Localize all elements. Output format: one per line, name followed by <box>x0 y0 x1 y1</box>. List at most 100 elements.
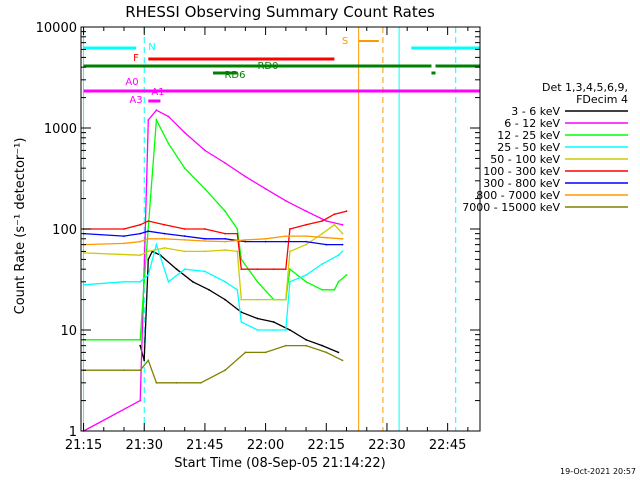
data-point <box>345 210 348 213</box>
data-point <box>284 235 287 238</box>
data-point <box>204 270 206 273</box>
annotation-a1: A1 <box>151 87 164 98</box>
legend-entry-label: 50 - 100 keV <box>490 153 560 166</box>
data-point <box>183 167 186 170</box>
data-point <box>123 369 125 372</box>
data-point <box>264 351 267 354</box>
data-point <box>183 228 186 230</box>
data-point <box>204 187 206 190</box>
y-tick-label: 1000 <box>44 122 77 137</box>
data-point <box>155 381 158 384</box>
data-point <box>143 280 146 283</box>
data-point <box>123 235 125 238</box>
data-point <box>224 369 227 372</box>
legend-entry-label: 25 - 50 keV <box>497 141 560 154</box>
data-point <box>236 288 239 291</box>
data-point <box>183 268 186 271</box>
series-line <box>83 230 343 246</box>
data-point <box>236 232 239 235</box>
data-point <box>82 252 85 254</box>
series-5 <box>82 223 344 301</box>
y-tick-label: 100 <box>52 223 77 238</box>
annotation-a3: A3 <box>129 95 142 106</box>
data-point <box>224 232 227 235</box>
data-point <box>139 280 142 283</box>
series-4 <box>82 242 344 331</box>
data-point <box>333 213 336 216</box>
data-point <box>147 274 150 276</box>
data-point <box>167 142 170 145</box>
data-point <box>224 298 227 301</box>
data-point <box>204 228 206 230</box>
data-point <box>244 175 247 178</box>
data-point <box>289 228 291 230</box>
series-line <box>83 344 343 384</box>
data-point <box>240 268 243 271</box>
x-tick-label: 22:15 <box>308 438 345 453</box>
annotation-f: F <box>133 53 139 64</box>
y-tick-label: 10 <box>60 324 77 339</box>
data-point <box>175 381 178 384</box>
data-point <box>123 228 125 230</box>
data-point <box>321 344 324 347</box>
annotation-a0: A0 <box>125 77 138 88</box>
generated-timestamp: 19-Oct-2021 20:57 <box>560 467 636 476</box>
x-axis-label: Start Time (08-Sep-05 21:14:22) <box>174 456 385 471</box>
data-point <box>224 162 227 164</box>
annotation-layer: N S F RD0 RD6 A0 A1 A3 <box>125 36 348 106</box>
data-point <box>305 240 307 243</box>
data-point <box>264 237 267 240</box>
data-point <box>240 321 243 323</box>
data-point <box>224 280 227 283</box>
data-point <box>305 274 307 276</box>
data-point <box>305 243 307 246</box>
series-layer <box>82 109 348 432</box>
data-point <box>321 220 324 222</box>
data-point <box>264 240 267 243</box>
annotation-s: S <box>342 36 348 47</box>
data-point <box>333 288 336 291</box>
legend-header-1: Det 1,3,4,5,6,9, <box>542 81 628 94</box>
data-point <box>341 232 344 235</box>
legend-entry-label: 800 - 7000 keV <box>476 189 560 202</box>
x-tick-label: 22:45 <box>429 438 466 453</box>
data-point <box>341 250 344 253</box>
data-point <box>155 243 158 246</box>
data-point <box>337 280 340 283</box>
data-point <box>256 329 259 331</box>
data-point <box>256 317 259 320</box>
data-point <box>345 274 348 276</box>
data-point <box>325 351 328 354</box>
data-point <box>321 288 324 291</box>
axes-layer: 1 10 100 1000 10000 21:15 21:30 21:45 22:00 22:15… <box>36 21 481 453</box>
y-tick-label: 1 <box>69 425 77 440</box>
data-point <box>183 235 186 238</box>
data-point <box>204 240 206 242</box>
data-point <box>284 199 287 202</box>
data-point <box>289 280 291 283</box>
data-point <box>204 149 206 152</box>
data-point <box>289 268 291 271</box>
data-point <box>183 131 186 134</box>
data-point <box>341 223 344 226</box>
data-point <box>337 254 340 257</box>
data-point <box>147 237 150 240</box>
data-point <box>305 338 307 341</box>
data-point <box>256 268 259 271</box>
data-point <box>321 232 324 235</box>
data-point <box>284 329 287 331</box>
data-point <box>204 237 206 240</box>
data-point <box>191 280 194 283</box>
data-point <box>305 210 307 213</box>
data-point <box>341 237 344 240</box>
data-point <box>163 232 166 235</box>
data-point <box>284 268 287 271</box>
data-point <box>139 399 142 402</box>
data-point <box>167 280 170 283</box>
data-point <box>289 329 291 331</box>
data-point <box>224 249 227 251</box>
annotation-rd0: RD0 <box>257 61 278 72</box>
data-point <box>139 240 142 243</box>
